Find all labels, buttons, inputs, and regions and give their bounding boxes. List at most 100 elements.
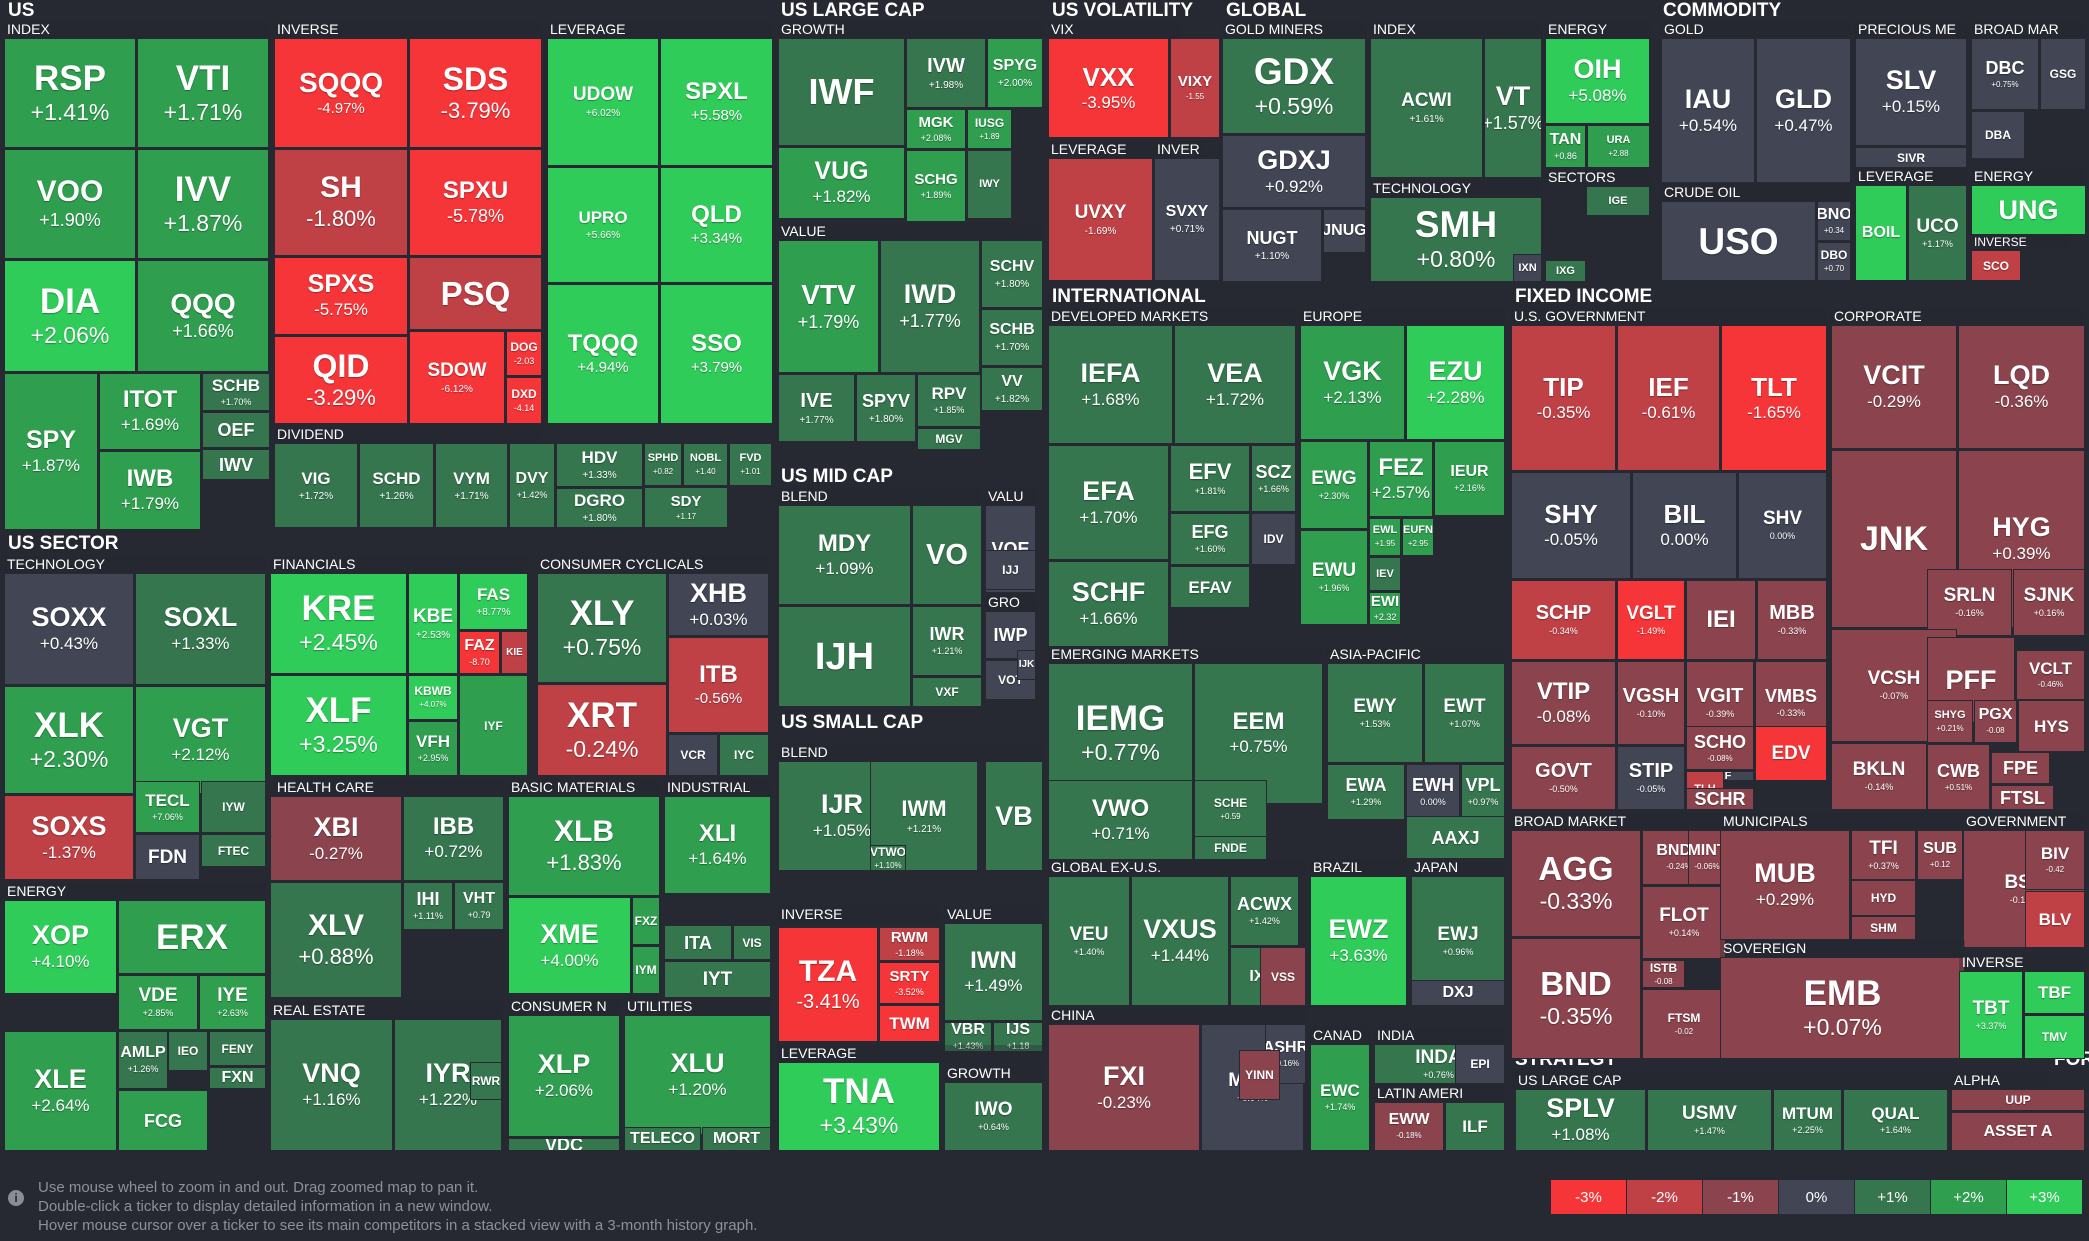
ticker-tile[interactable]: EDV [1755, 726, 1827, 781]
ticker-tile[interactable]: IUSG +1.89 [967, 109, 1012, 149]
ticker-tile[interactable]: EWY +1.53% [1327, 663, 1423, 763]
etf-heatmap[interactable]: US US LARGE CAP US VOLATILITY GLOBAL COMMODI… [0, 0, 2089, 1160]
ticker-tile[interactable]: EWL +1.95 [1369, 518, 1401, 556]
ticker-tile[interactable]: VCLT -0.46% [2016, 650, 2085, 700]
ticker-tile[interactable]: FXI -0.23% [1048, 1024, 1200, 1151]
ticker-tile[interactable]: VXX -3.95% [1048, 38, 1169, 138]
ticker-tile[interactable]: EWC +1.74% [1310, 1044, 1370, 1151]
ticker-tile[interactable]: CWB +0.51% [1927, 744, 1990, 810]
ticker-tile[interactable]: SCHP -0.34% [1511, 580, 1616, 660]
ticker-tile[interactable]: VGK +2.13% [1300, 325, 1405, 440]
ticker-tile[interactable]: IYC [719, 734, 769, 776]
ticker-tile[interactable]: VPL +0.97% [1461, 764, 1505, 820]
ticker-tile[interactable]: VHT +0.79 [454, 882, 504, 930]
ticker-tile[interactable]: VTWO +1.10% [870, 845, 906, 871]
ticker-tile[interactable]: IJK [1017, 650, 1036, 680]
ticker-tile[interactable]: FTSM -0.02 [1642, 989, 1726, 1059]
ticker-tile[interactable]: VT +1.57% [1484, 38, 1542, 178]
ticker-tile[interactable]: TELECO [624, 1127, 701, 1151]
ticker-tile[interactable]: SOXX +0.43% [4, 573, 134, 685]
ticker-tile[interactable]: QLD +3.34% [660, 167, 773, 283]
ticker-tile[interactable]: FAS +8.77% [459, 573, 528, 630]
ticker-tile[interactable]: VGSH -0.10% [1617, 661, 1685, 745]
ticker-tile[interactable]: UDOW +6.02% [547, 38, 659, 166]
ticker-tile[interactable]: MINT -0.06% [1688, 830, 1726, 885]
ticker-tile[interactable]: DBA [1971, 111, 2025, 159]
ticker-tile[interactable]: KRE +2.45% [270, 573, 407, 674]
ticker-tile[interactable]: EWI +2.32 [1369, 592, 1401, 625]
ticker-tile[interactable]: QUAL +1.64% [1843, 1089, 1948, 1151]
ticker-tile[interactable]: SHYG +0.21% [1927, 700, 1973, 743]
ticker-tile[interactable]: IDV [1251, 513, 1296, 565]
ticker-tile[interactable]: SCHD +1.26% [359, 443, 434, 528]
ticker-tile[interactable]: EFA +1.70% [1048, 445, 1169, 560]
ticker-tile[interactable]: KIE [501, 631, 528, 674]
ticker-tile[interactable]: SHY -0.05% [1511, 472, 1631, 579]
ticker-tile[interactable]: ISTB -0.08 [1642, 960, 1685, 988]
ticker-tile[interactable]: SCHB +1.70% [981, 309, 1043, 366]
ticker-tile[interactable]: ITOT +1.69% [99, 373, 201, 450]
ticker-tile[interactable]: SVXY +0.71% [1154, 158, 1220, 281]
ticker-tile[interactable]: UVXY -1.69% [1048, 158, 1153, 281]
ticker-tile[interactable]: TFI +0.37% [1851, 830, 1916, 880]
ticker-tile[interactable]: VXF [912, 677, 982, 707]
ticker-tile[interactable]: SPHD +0.82 [644, 443, 682, 486]
ticker-tile[interactable]: FTEC [201, 834, 266, 867]
ticker-tile[interactable]: BNO +0.34 [1817, 201, 1851, 241]
ticker-tile[interactable]: IEUR +2.16% [1434, 441, 1505, 516]
ticker-tile[interactable]: IWO +0.64% [944, 1082, 1043, 1151]
ticker-tile[interactable]: IVE +1.77% [778, 374, 855, 442]
ticker-tile[interactable]: XHB +0.03% [668, 573, 769, 636]
ticker-tile[interactable]: IVW +1.98% [906, 38, 986, 108]
ticker-tile[interactable]: IEO [168, 1031, 208, 1071]
ticker-tile[interactable]: DXD -4.14 [506, 377, 542, 424]
ticker-tile[interactable]: EWG +2.30% [1300, 441, 1368, 529]
ticker-tile[interactable]: IWB +1.79% [99, 451, 201, 530]
ticker-tile[interactable]: EWA +1.29% [1327, 764, 1405, 820]
ticker-tile[interactable]: SCHF +1.66% [1048, 561, 1169, 647]
ticker-tile[interactable]: XBI -0.27% [270, 796, 402, 881]
ticker-tile[interactable]: DBO +0.70 [1817, 242, 1851, 281]
ticker-tile[interactable]: RPV +1.85% [917, 374, 981, 427]
ticker-tile[interactable]: MTUM +2.25% [1773, 1089, 1842, 1151]
ticker-tile[interactable]: GSG [2040, 38, 2086, 110]
ticker-tile[interactable]: IWM +1.21% [870, 761, 978, 871]
ticker-tile[interactable]: HYD [1851, 880, 1916, 916]
ticker-tile[interactable]: EFAV [1170, 566, 1250, 608]
ticker-tile[interactable]: MGV [917, 428, 981, 450]
ticker-tile[interactable]: ACWX +1.42% [1230, 876, 1299, 946]
ticker-tile[interactable]: PGX -0.08 [1974, 700, 2017, 743]
ticker-tile[interactable]: VYM +1.71% [435, 443, 508, 528]
ticker-tile[interactable]: TNA +3.43% [778, 1062, 940, 1151]
ticker-tile[interactable]: UPRO +5.66% [547, 167, 659, 283]
ticker-tile[interactable]: IYT [664, 961, 771, 998]
ticker-tile[interactable]: UCO +1.17% [1908, 185, 1967, 281]
ticker-tile[interactable]: HDV +1.33% [556, 443, 643, 487]
ticker-tile[interactable]: VEU +1.40% [1048, 876, 1130, 1006]
ticker-tile[interactable]: XLV +0.88% [270, 882, 402, 998]
ticker-tile[interactable]: IEF -0.61% [1617, 325, 1720, 471]
ticker-tile[interactable]: IWY [967, 150, 1012, 219]
ticker-tile[interactable]: SPXL +5.58% [660, 38, 773, 166]
ticker-tile[interactable]: EZU +2.28% [1406, 325, 1505, 440]
ticker-tile[interactable]: EMB +0.07% [1720, 957, 1965, 1059]
ticker-tile[interactable]: VB [985, 761, 1043, 871]
ticker-tile[interactable]: VIG +1.72% [274, 443, 358, 528]
ticker-tile[interactable]: EWU +1.96% [1300, 530, 1368, 625]
ticker-tile[interactable]: BIV -0.42 [2025, 830, 2085, 890]
ticker-tile[interactable]: SCHO -0.08% [1686, 726, 1754, 770]
ticker-tile[interactable]: NOBL +1.40 [683, 443, 728, 486]
ticker-tile[interactable]: VCIT -0.29% [1831, 325, 1957, 449]
ticker-tile[interactable]: VNQ +1.16% [270, 1019, 393, 1151]
ticker-tile[interactable]: KBE +2.53% [408, 573, 458, 674]
ticker-tile[interactable]: RSP +1.41% [4, 38, 136, 148]
ticker-tile[interactable]: VIXY -1.55 [1170, 38, 1220, 138]
ticker-tile[interactable]: PSQ [409, 257, 542, 330]
ticker-tile[interactable]: IEFA +1.68% [1048, 325, 1173, 444]
ticker-tile[interactable]: EWT +1.07% [1424, 663, 1505, 763]
ticker-tile[interactable]: VOO +1.90% [4, 149, 136, 259]
ticker-tile[interactable]: VCR [668, 734, 718, 776]
ticker-tile[interactable]: SCZ +1.66% [1251, 445, 1296, 512]
ticker-tile[interactable]: VWO +0.71% [1048, 780, 1193, 860]
ticker-tile[interactable]: ACWI +1.61% [1370, 38, 1483, 178]
